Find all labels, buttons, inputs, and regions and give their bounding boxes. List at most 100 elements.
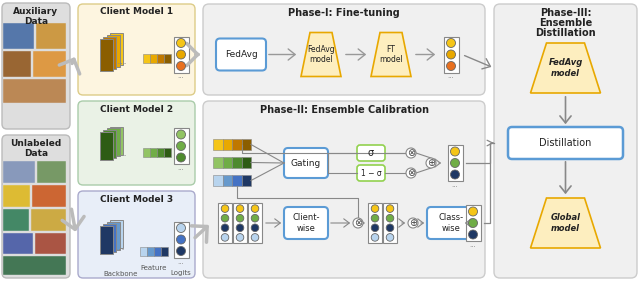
Bar <box>233 203 247 243</box>
Circle shape <box>386 205 394 212</box>
Bar <box>218 203 232 243</box>
Text: ···: ··· <box>116 60 127 69</box>
Bar <box>232 175 241 186</box>
Bar <box>232 139 241 150</box>
Bar <box>161 247 168 256</box>
Circle shape <box>371 224 379 232</box>
Bar <box>106 128 120 157</box>
Polygon shape <box>301 33 341 76</box>
Text: FedAvg: FedAvg <box>225 50 257 59</box>
FancyBboxPatch shape <box>357 165 385 181</box>
FancyBboxPatch shape <box>427 207 475 239</box>
Bar <box>99 38 113 71</box>
Bar <box>106 35 120 67</box>
Bar <box>157 54 164 63</box>
Text: ...: ... <box>178 165 184 171</box>
Bar <box>150 148 157 157</box>
Text: Phase-I: Fine-tuning: Phase-I: Fine-tuning <box>288 8 400 18</box>
Circle shape <box>386 234 394 241</box>
Circle shape <box>386 224 394 232</box>
Bar <box>110 127 123 155</box>
Bar <box>223 175 232 186</box>
Bar <box>154 247 161 256</box>
Text: ...: ... <box>178 259 184 264</box>
Bar <box>32 185 66 207</box>
Circle shape <box>451 147 460 156</box>
Bar <box>147 247 154 256</box>
Circle shape <box>177 153 186 162</box>
Bar <box>213 139 223 150</box>
Bar <box>164 148 171 157</box>
Text: Auxiliary: Auxiliary <box>13 8 59 17</box>
Circle shape <box>177 223 186 232</box>
Text: Class-
wise: Class- wise <box>438 213 463 233</box>
Bar <box>106 222 120 250</box>
Circle shape <box>447 50 456 59</box>
Bar <box>31 209 66 231</box>
Circle shape <box>177 62 186 71</box>
Text: Distillation: Distillation <box>535 28 596 38</box>
Circle shape <box>451 158 460 167</box>
Circle shape <box>236 214 244 222</box>
Bar <box>99 225 113 253</box>
Text: ···: ··· <box>115 246 125 255</box>
Circle shape <box>408 218 418 228</box>
Polygon shape <box>531 198 600 248</box>
FancyBboxPatch shape <box>357 145 385 161</box>
FancyBboxPatch shape <box>78 191 195 278</box>
Circle shape <box>371 234 379 241</box>
FancyBboxPatch shape <box>284 148 328 178</box>
Bar <box>213 175 223 186</box>
Circle shape <box>447 38 456 47</box>
Bar <box>103 37 116 69</box>
Bar <box>3 51 31 77</box>
Text: Client Model 1: Client Model 1 <box>100 8 173 17</box>
Bar <box>3 23 34 49</box>
Text: ···: ··· <box>116 151 127 161</box>
Circle shape <box>451 170 460 179</box>
Bar <box>248 203 262 243</box>
Circle shape <box>236 205 244 212</box>
Text: ...: ... <box>447 74 454 80</box>
FancyBboxPatch shape <box>216 38 266 71</box>
Bar <box>3 79 66 103</box>
Circle shape <box>251 214 259 222</box>
Circle shape <box>177 130 186 139</box>
Text: Data: Data <box>24 17 48 26</box>
FancyBboxPatch shape <box>78 101 195 185</box>
Bar <box>447 145 463 181</box>
Text: ⊕: ⊕ <box>427 158 435 168</box>
FancyBboxPatch shape <box>2 135 70 278</box>
Bar <box>383 203 397 243</box>
Text: ⊗: ⊗ <box>407 168 415 178</box>
Circle shape <box>386 214 394 222</box>
Text: Gating: Gating <box>291 158 321 167</box>
FancyBboxPatch shape <box>508 127 623 159</box>
Circle shape <box>177 142 186 151</box>
Circle shape <box>251 224 259 232</box>
Text: ...: ... <box>452 182 458 188</box>
Circle shape <box>371 214 379 222</box>
Text: Feature: Feature <box>141 265 167 271</box>
FancyBboxPatch shape <box>203 101 485 278</box>
Bar <box>368 203 382 243</box>
Bar <box>37 161 66 183</box>
Bar <box>3 233 33 254</box>
Bar <box>241 157 251 168</box>
Circle shape <box>177 38 186 47</box>
Bar <box>110 220 123 248</box>
Circle shape <box>468 230 477 239</box>
Circle shape <box>177 50 186 59</box>
Circle shape <box>353 218 363 228</box>
Text: Backbone: Backbone <box>103 271 138 277</box>
Text: FedAvg
model: FedAvg model <box>307 45 335 64</box>
Circle shape <box>468 219 477 228</box>
Circle shape <box>221 205 229 212</box>
Bar <box>143 148 150 157</box>
Text: Logits: Logits <box>171 270 191 276</box>
Text: Phase-II: Ensemble Calibration: Phase-II: Ensemble Calibration <box>259 105 429 115</box>
Text: Global
model: Global model <box>550 213 580 233</box>
Bar <box>103 130 116 158</box>
Bar <box>3 185 30 207</box>
Circle shape <box>236 234 244 241</box>
